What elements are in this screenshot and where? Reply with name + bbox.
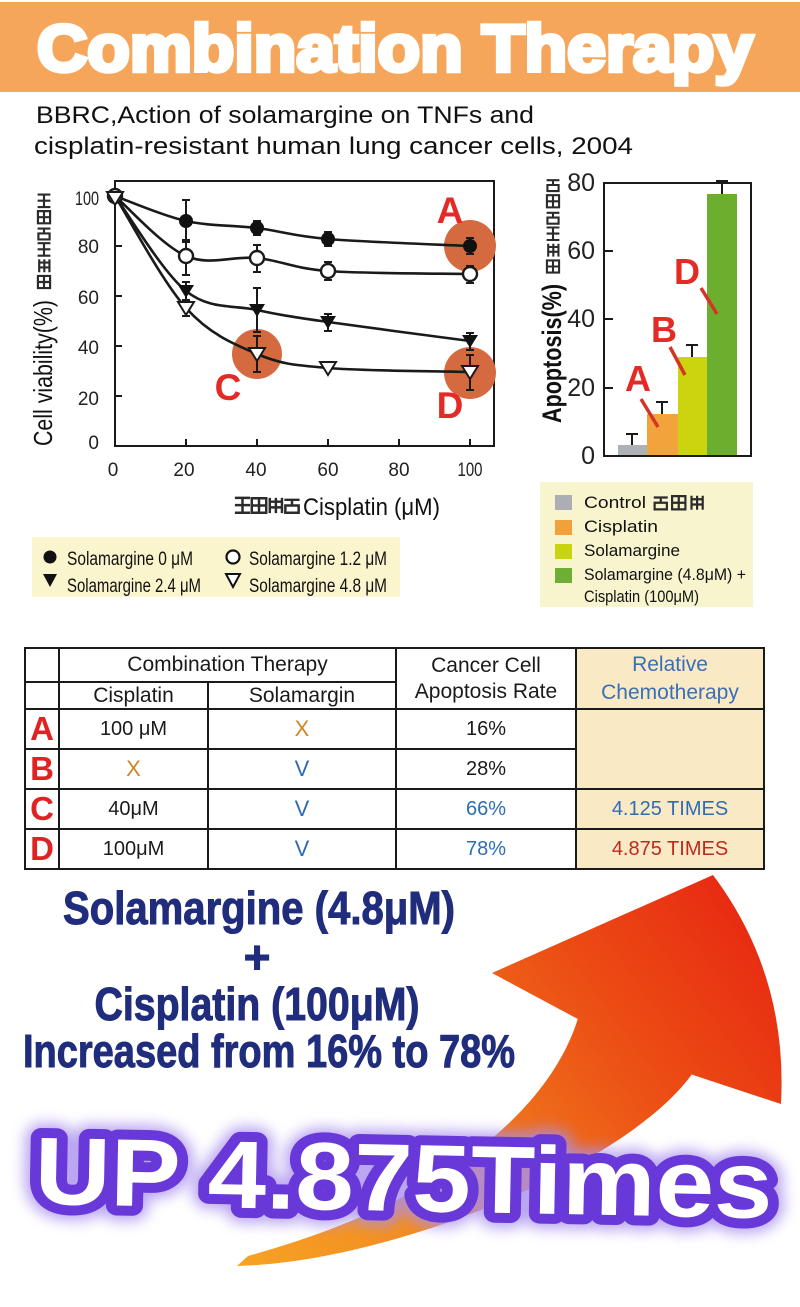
svg-text:UP 4.875Times: UP 4.875Times xyxy=(34,1118,774,1239)
svg-text:100: 100 xyxy=(75,189,99,210)
svg-text:0: 0 xyxy=(108,460,119,481)
svg-text:40: 40 xyxy=(245,460,266,481)
svg-text:20: 20 xyxy=(567,374,595,402)
svg-text:Solamargine 0 μM: Solamargine 0 μM xyxy=(67,549,193,570)
svg-text:Cell viability(%): Cell viability(%) xyxy=(28,300,58,446)
svg-text:Cisplatin (100μM): Cisplatin (100μM) xyxy=(584,587,699,606)
svg-text:Cisplatin (100μM): Cisplatin (100μM) xyxy=(95,978,420,1030)
svg-text:80: 80 xyxy=(567,169,595,197)
svg-text:cisplatin-resistant human lung: cisplatin-resistant human lung cancer ce… xyxy=(34,133,633,160)
svg-text:40: 40 xyxy=(78,338,99,359)
svg-text:20: 20 xyxy=(173,460,194,481)
svg-text:60: 60 xyxy=(317,460,338,481)
svg-text:80: 80 xyxy=(388,460,409,481)
svg-text:C: C xyxy=(215,367,242,408)
svg-text:Control: Control xyxy=(584,493,646,512)
svg-text:UP 4.875Times: UP 4.875Times xyxy=(34,1118,774,1239)
svg-text:Solamargine 1.2 μM: Solamargine 1.2 μM xyxy=(249,549,387,570)
svg-text:Solamargine 2.4 μM: Solamargine 2.4 μM xyxy=(67,576,201,597)
svg-text:Cisplatin: Cisplatin xyxy=(584,517,658,536)
svg-text:Solamargine 4.8 μM: Solamargine 4.8 μM xyxy=(249,576,387,597)
svg-text:D: D xyxy=(674,251,700,292)
svg-text:A: A xyxy=(625,358,651,399)
svg-text:0: 0 xyxy=(88,433,99,454)
svg-text:80: 80 xyxy=(78,237,99,258)
svg-text:Solamargine: Solamargine xyxy=(584,541,680,560)
svg-text:100: 100 xyxy=(458,460,483,481)
svg-text:Solamargine (4.8μM) +: Solamargine (4.8μM) + xyxy=(584,565,746,584)
svg-text:60: 60 xyxy=(78,288,99,309)
svg-text:Apoptosis(%): Apoptosis(%) xyxy=(537,284,567,423)
svg-text:+: + xyxy=(244,931,271,983)
svg-text:Increased from 16% to 78%: Increased from 16% to 78% xyxy=(23,1025,515,1077)
svg-text:Solamargine (4.8μM): Solamargine (4.8μM) xyxy=(63,882,455,934)
svg-text:Combination Therapy: Combination Therapy xyxy=(37,11,753,85)
svg-text:D: D xyxy=(437,385,464,426)
svg-text:40: 40 xyxy=(567,305,595,333)
svg-text:B: B xyxy=(651,309,677,350)
svg-text:Cisplatin (μM): Cisplatin (μM) xyxy=(303,494,440,521)
svg-text:BBRC,Action of solamargine on: BBRC,Action of solamargine on TNFs and xyxy=(36,102,534,129)
svg-text:20: 20 xyxy=(78,389,99,410)
svg-text:60: 60 xyxy=(567,237,595,265)
svg-text:0: 0 xyxy=(581,442,595,470)
svg-text:A: A xyxy=(437,190,464,231)
